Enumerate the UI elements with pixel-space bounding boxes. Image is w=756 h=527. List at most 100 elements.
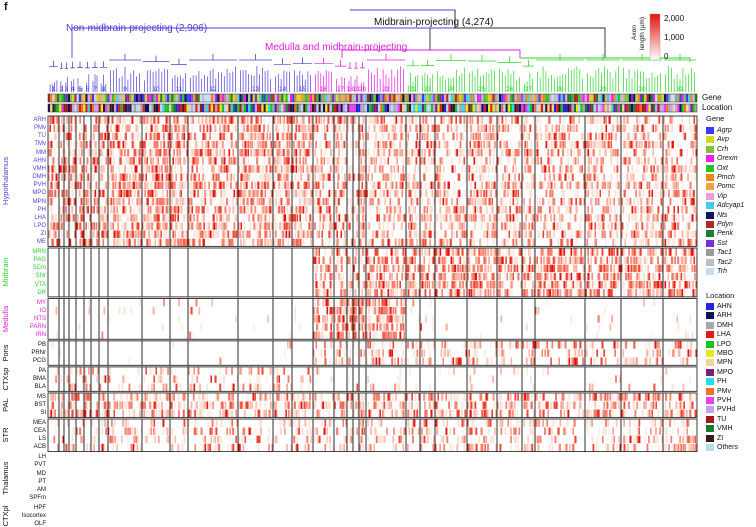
- heat-cell: [223, 410, 224, 417]
- heat-cell: [162, 174, 164, 181]
- heat-cell: [416, 116, 418, 123]
- location-track-cell: [140, 104, 142, 112]
- heat-cell: [199, 222, 200, 229]
- location-track-cell: [129, 104, 131, 112]
- heat-cell: [197, 182, 199, 189]
- heat-cell: [309, 116, 310, 123]
- heat-cell: [323, 299, 325, 306]
- heat-cell: [285, 133, 287, 140]
- heat-cell: [354, 141, 355, 148]
- heat-cell: [78, 125, 79, 132]
- location-track-cell: [224, 104, 226, 112]
- location-track-cell: [561, 104, 563, 112]
- heat-cell: [113, 133, 114, 140]
- heat-cell: [103, 239, 105, 246]
- heat-cell: [190, 214, 192, 221]
- heat-cell: [414, 222, 415, 229]
- heat-cell: [136, 174, 137, 181]
- heat-cell: [284, 239, 285, 246]
- heat-cell: [259, 375, 260, 382]
- heat-cell: [297, 116, 298, 123]
- heat-cell: [434, 257, 435, 264]
- gene-track-cell: [72, 94, 74, 102]
- gene-track-cell: [651, 94, 653, 102]
- heat-cell: [314, 307, 315, 314]
- heat-cell: [338, 198, 339, 205]
- heat-cell: [341, 190, 343, 197]
- heat-cell: [102, 133, 103, 140]
- heat-cell: [327, 206, 328, 213]
- heat-cell: [340, 349, 341, 356]
- heat-cell: [427, 116, 428, 123]
- gene-track-cell: [488, 94, 490, 102]
- heat-cell: [373, 332, 375, 339]
- heat-cell: [152, 231, 153, 238]
- heat-cell: [323, 222, 324, 229]
- heat-cell: [316, 141, 317, 148]
- heat-cell: [62, 231, 63, 238]
- heat-cell: [343, 419, 345, 426]
- heat-cell: [384, 323, 386, 330]
- heat-cell: [389, 281, 390, 288]
- heat-cell: [53, 190, 54, 197]
- location-track-cell: [490, 104, 492, 112]
- gene-track-cell: [543, 94, 545, 102]
- heat-cell: [168, 198, 169, 205]
- gene-track-cell: [136, 94, 138, 102]
- heat-cell: [335, 157, 337, 164]
- heat-cell: [409, 428, 411, 435]
- location-track-cell: [367, 104, 369, 112]
- heat-cell: [317, 248, 318, 255]
- heat-cell: [350, 190, 351, 197]
- heat-cell: [317, 190, 319, 197]
- heat-cell: [106, 206, 107, 213]
- heat-cell: [324, 157, 326, 164]
- location-track-cell: [455, 104, 457, 112]
- heat-cell: [386, 323, 387, 330]
- heat-cell: [411, 410, 413, 417]
- gene-track-cell: [569, 94, 571, 102]
- heat-cell: [335, 133, 336, 140]
- heat-cell: [288, 239, 290, 246]
- heat-cell: [328, 206, 329, 213]
- heat-cell: [367, 281, 368, 288]
- heat-cell: [282, 206, 283, 213]
- heat-cell: [290, 190, 291, 197]
- heat-cell: [429, 141, 431, 148]
- location-track-cell: [281, 104, 283, 112]
- heat-cell: [393, 341, 395, 348]
- heat-cell: [215, 436, 217, 443]
- heat-cell: [113, 141, 115, 148]
- gene-track-cell: [332, 94, 334, 102]
- heat-cell: [405, 393, 406, 400]
- heat-cell: [316, 332, 318, 339]
- heat-cell: [380, 182, 381, 189]
- heat-cell: [258, 116, 259, 123]
- heat-cell: [60, 125, 62, 132]
- heat-cell: [221, 206, 223, 213]
- gene-track-cell: [224, 94, 226, 102]
- heat-cell: [218, 231, 220, 238]
- heat-cell: [349, 375, 350, 382]
- heat-cell: [293, 116, 294, 123]
- gene-track-cell: [180, 94, 182, 102]
- heat-cell: [408, 281, 409, 288]
- heat-cell: [173, 444, 174, 451]
- heat-cell: [90, 393, 91, 400]
- heat-cell: [75, 116, 76, 123]
- heat-cell: [136, 165, 138, 172]
- heat-cell: [384, 307, 386, 314]
- heat-cell: [422, 198, 423, 205]
- heat-cell: [364, 231, 366, 238]
- gene-track-cell: [330, 94, 332, 102]
- heat-cell: [371, 323, 372, 330]
- heat-cell: [202, 149, 203, 156]
- heat-cell: [318, 323, 320, 330]
- heat-cell: [97, 375, 98, 382]
- heat-cell: [404, 214, 406, 221]
- heat-cell: [147, 222, 149, 229]
- location-track-cell: [138, 104, 140, 112]
- heat-cell: [367, 165, 368, 172]
- location-track-cell: [103, 104, 105, 112]
- heat-cell: [53, 239, 55, 246]
